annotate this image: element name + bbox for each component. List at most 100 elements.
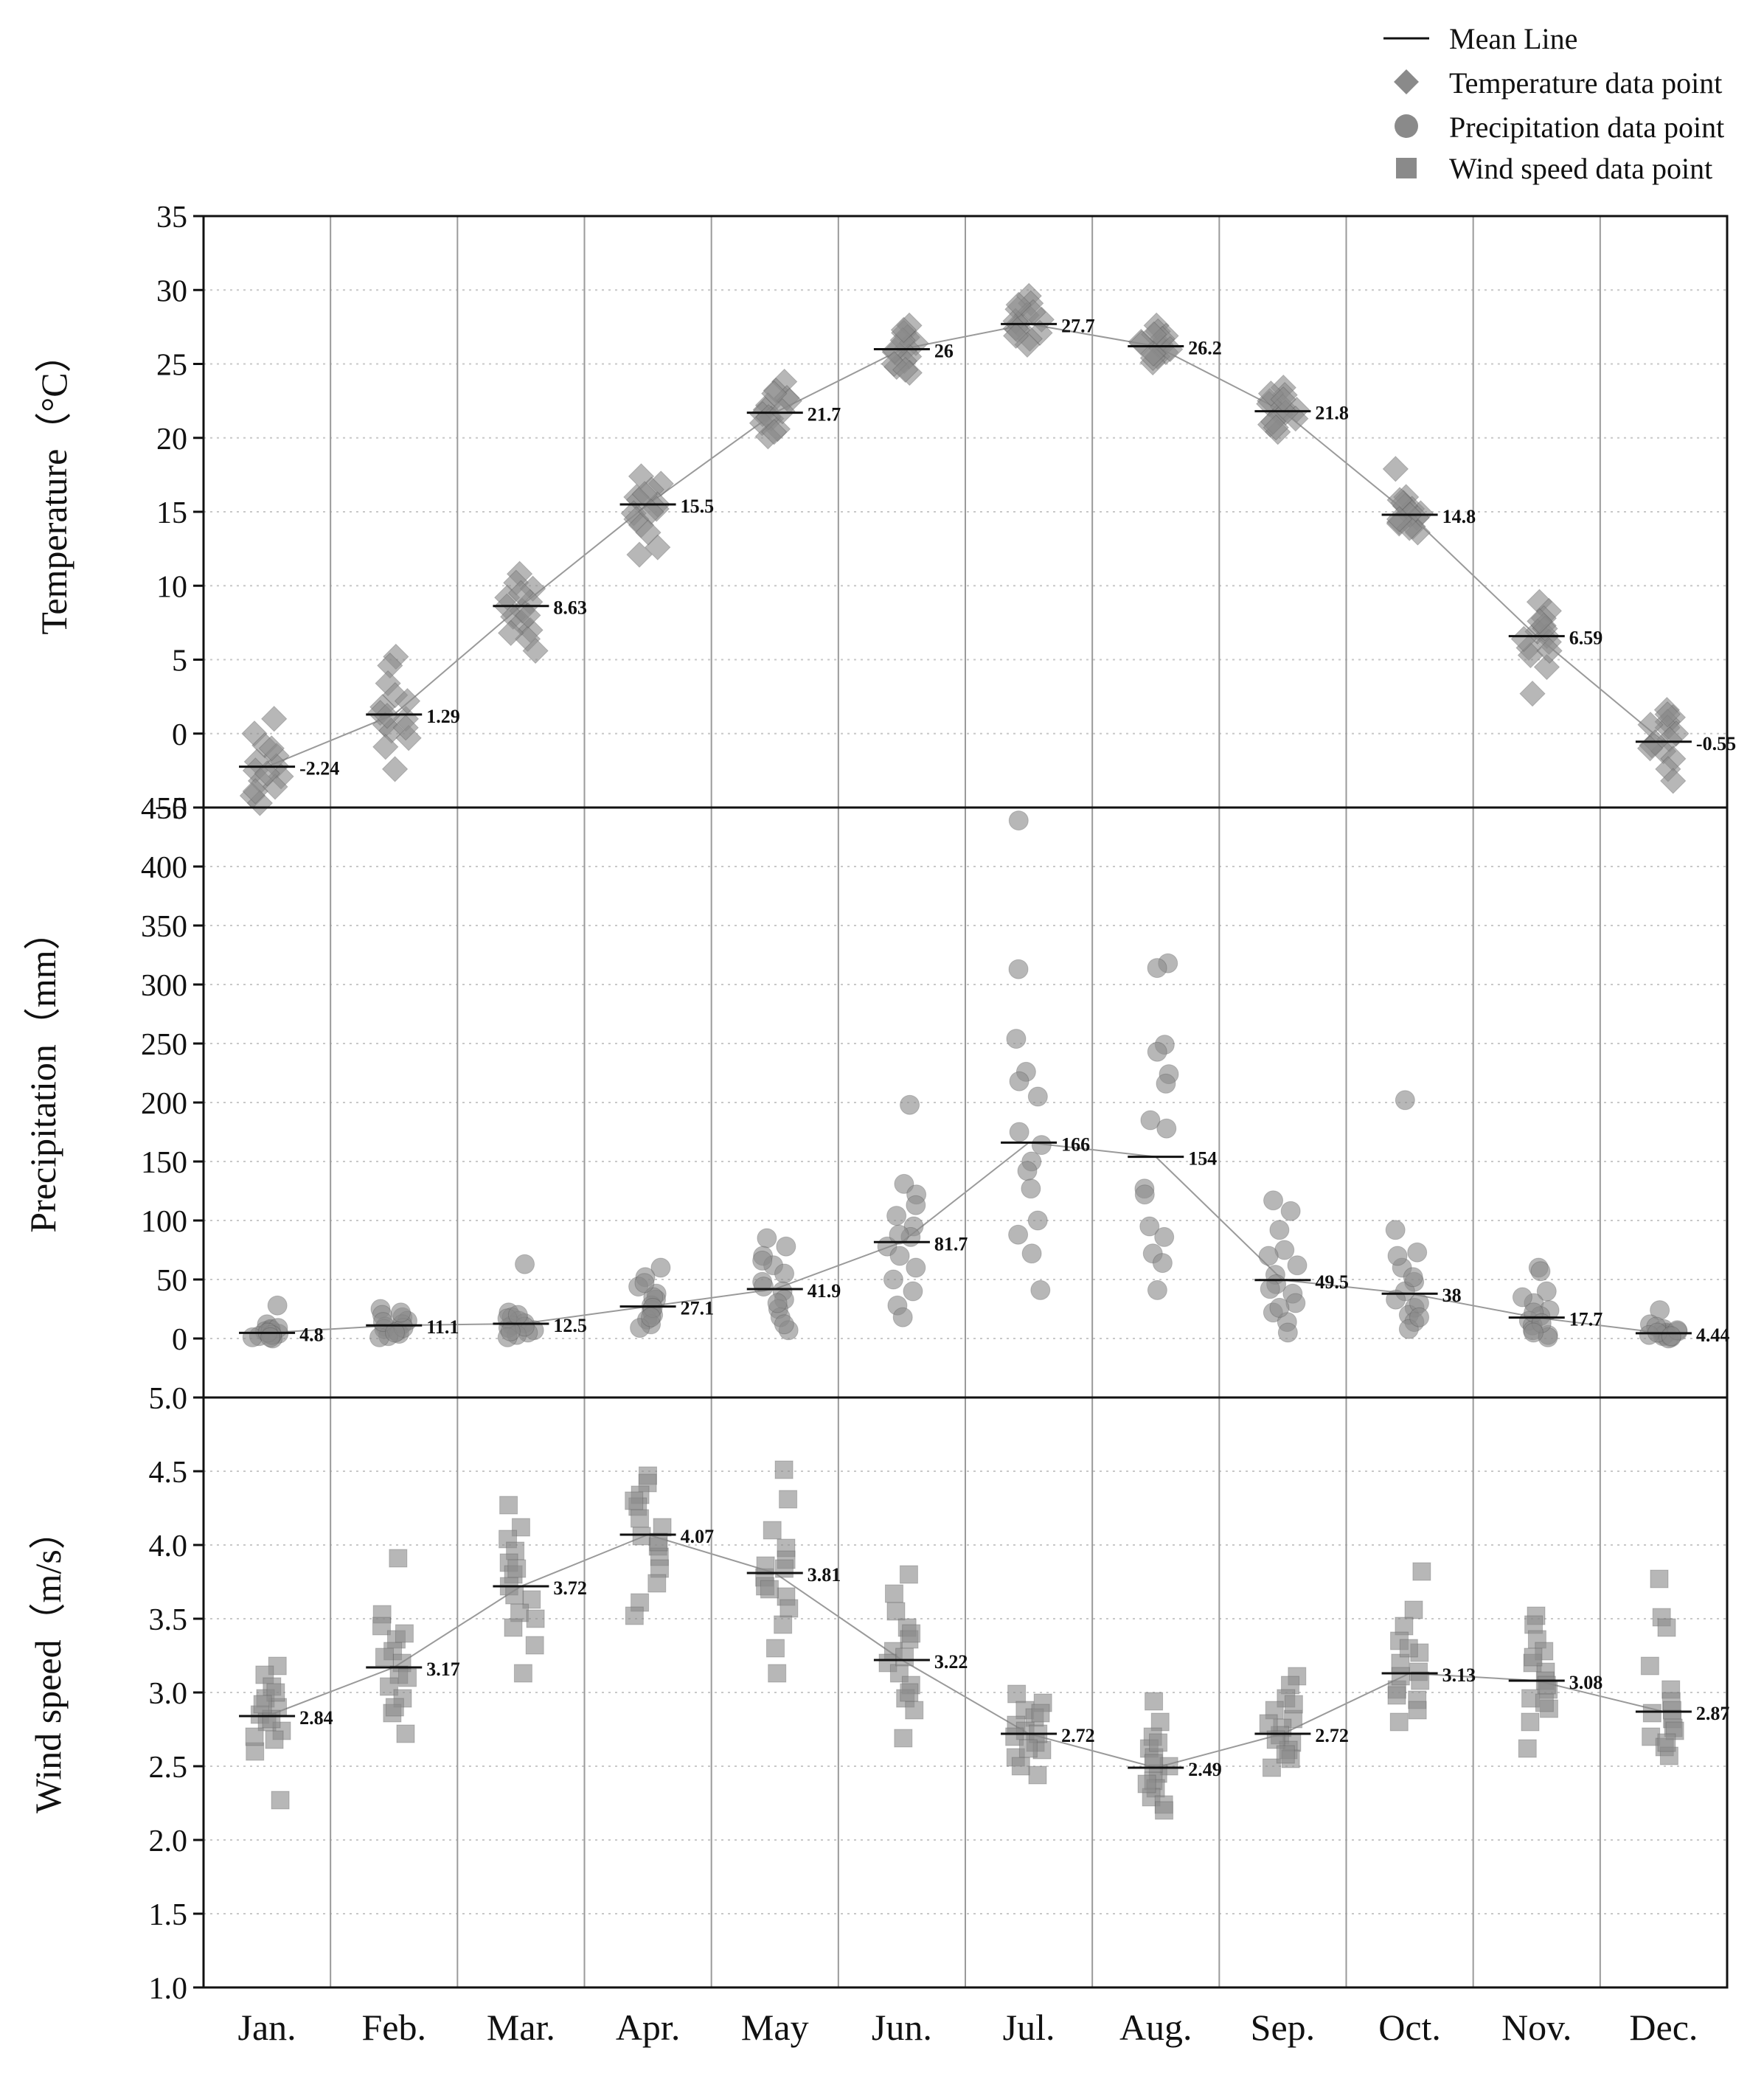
precipitation-data-point <box>1147 1041 1167 1062</box>
precipitation-data-point <box>1407 1242 1428 1263</box>
precipitation-data-point <box>1017 1161 1038 1181</box>
temperature-mean-label: 26.2 <box>1188 337 1222 358</box>
wind_speed-data-point <box>1535 1693 1554 1712</box>
wind_speed-data-point <box>774 1460 794 1479</box>
wind_speed-data-point <box>507 1559 527 1578</box>
precipitation-data-point <box>752 1250 773 1271</box>
temperature-mean-label: 27.7 <box>1061 315 1095 336</box>
wind_speed-mean-label: 3.72 <box>553 1577 587 1599</box>
wind_speed-data-point <box>1391 1667 1410 1686</box>
month-label: Apr. <box>616 2007 681 2048</box>
temperature-mean-label: 1.29 <box>426 706 460 727</box>
wind_speed-data-point <box>1018 1739 1038 1758</box>
precipitation-data-point <box>1409 1307 1430 1327</box>
temperature-mean-label: 21.7 <box>808 404 841 426</box>
temperature-data-point <box>761 380 788 407</box>
temperature-data-point <box>626 541 653 568</box>
temperature-tick-label: 10 <box>156 570 187 604</box>
precipitation-data-point <box>774 1314 794 1335</box>
temperature-data-point <box>760 419 788 445</box>
wind_speed-data-point <box>271 1791 290 1810</box>
wind_speed-data-point <box>894 1729 913 1748</box>
wind_speed-data-point <box>395 1624 414 1643</box>
month-label: Nov. <box>1501 2007 1572 2048</box>
wind_speed-mean-label: 3.22 <box>934 1651 968 1673</box>
precipitation-tick-label: 400 <box>141 851 187 885</box>
precipitation-data-point <box>1027 1086 1048 1107</box>
precipitation-data-point <box>1395 1090 1415 1111</box>
precipitation-data-point <box>1258 1246 1279 1266</box>
temperature-tick-label: 25 <box>156 349 187 383</box>
precipitation-tick-label: 0 <box>172 1323 187 1357</box>
wind_speed-data-point <box>1412 1562 1431 1581</box>
temperature-data-point <box>515 602 541 629</box>
precipitation-data-point <box>1154 1226 1175 1247</box>
precipitation-data-point <box>1280 1201 1301 1221</box>
temperature-data-point <box>892 356 919 383</box>
wind_speed-data-point <box>245 1727 264 1746</box>
precipitation-data-point <box>900 1094 920 1115</box>
precipitation-data-point <box>1287 1255 1308 1276</box>
precipitation-tick-label: 300 <box>141 969 187 1003</box>
precipitation-data-point <box>1269 1297 1290 1318</box>
temperature-tick-label: −5 <box>154 792 187 826</box>
wind_speed-data-point <box>631 1509 650 1528</box>
wind_speed-data-point <box>1028 1765 1047 1785</box>
wind_speed-data-point <box>647 1574 667 1593</box>
temperature-mean-connector <box>266 323 1664 768</box>
precipitation-data-point <box>903 1281 923 1302</box>
wind_speed-data-point <box>779 1599 799 1618</box>
wind_speed-data-point <box>265 1730 284 1749</box>
temperature-tick-label: 15 <box>156 496 187 530</box>
wind_speed-mean-label: 2.49 <box>1188 1759 1222 1780</box>
precipitation-data-point <box>757 1228 777 1249</box>
precipitation-data-point <box>267 1295 288 1316</box>
precipitation-data-point <box>1403 1267 1423 1288</box>
precipitation-tick-label: 150 <box>141 1146 187 1180</box>
wind_speed-data-point <box>1411 1671 1430 1690</box>
wind_speed-data-point <box>760 1580 779 1599</box>
legend-temperature-marker <box>1394 69 1419 94</box>
legend-label-precipitation: Precipitation data point <box>1449 111 1724 144</box>
precipitation-data-point <box>515 1254 535 1274</box>
wind_speed-data-point <box>1640 1656 1659 1676</box>
temperature-data-point <box>392 715 419 741</box>
precipitation-tick-label: 450 <box>141 792 187 826</box>
precipitation-data-point <box>1008 810 1029 831</box>
wind_speed-data-point <box>1144 1754 1163 1773</box>
precipitation-data-point <box>906 1257 926 1278</box>
wind_speed-mean-label: 2.87 <box>1696 1703 1730 1724</box>
precipitation-data-point <box>1147 1279 1167 1300</box>
month-label: Oct. <box>1378 2007 1441 2048</box>
wind_speed-data-point <box>878 1653 897 1673</box>
temperature-data-point <box>1510 625 1538 653</box>
precipitation-mean-label: 11.1 <box>426 1316 459 1338</box>
wind_speed-data-point <box>385 1698 404 1717</box>
temperature-data-point <box>1519 680 1546 707</box>
wind_speed-data-point <box>1399 1639 1418 1658</box>
precipitation-data-point <box>1385 1220 1406 1240</box>
wind_speed-data-point <box>1276 1745 1295 1764</box>
temperature-axis-label: Temperature（°C） <box>33 336 74 634</box>
temperature-tick-label: 30 <box>156 274 187 308</box>
temperature-panel: Temperature（°C） −5 0 5 10 15 20 25 30 35 -2.24 1.2… <box>33 201 1736 826</box>
wind_speed-data-point <box>768 1664 787 1683</box>
temperature-data-point <box>1536 637 1563 664</box>
month-label: Dec. <box>1629 2007 1698 2048</box>
wind_speed-data-point <box>1284 1695 1303 1714</box>
month-label: May <box>741 2007 809 2048</box>
precipitation-tick-label: 250 <box>141 1028 187 1062</box>
temperature-data-point <box>1005 291 1032 319</box>
precipitation-data-point <box>906 1195 926 1215</box>
wind_speed-data-point <box>1155 1801 1174 1820</box>
wind_speed-data-point <box>1259 1714 1278 1733</box>
wind_speed-mean-label: 3.13 <box>1442 1664 1476 1686</box>
temperature-mean-label: 26 <box>934 340 954 361</box>
wind_speed-data-point <box>1389 1712 1409 1732</box>
temperature-data-point <box>1002 322 1029 350</box>
precipitation-axis-label: Precipitation（mm） <box>22 913 63 1232</box>
legend-precipitation-marker <box>1395 114 1418 138</box>
temperature-tick-label: 0 <box>172 718 187 752</box>
temperature-data-point <box>1128 330 1155 357</box>
temperature-data-point <box>497 619 524 647</box>
